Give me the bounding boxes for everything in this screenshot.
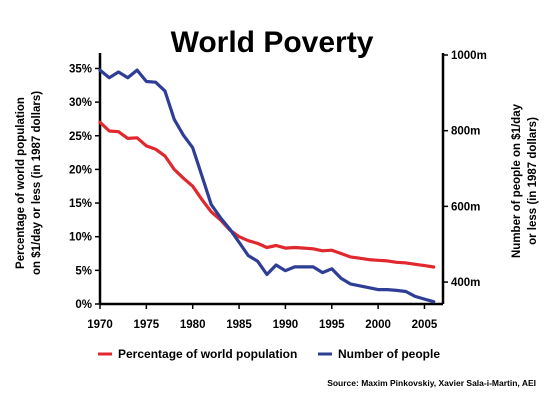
legend: Percentage of world population Number of… — [98, 347, 440, 361]
left-tick-label: 30% — [69, 97, 92, 109]
chart-title: World Poverty — [171, 26, 374, 59]
x-tick-label: 1980 — [180, 319, 206, 331]
right-axis-label: Number of people on $1/day or less (in 1… — [511, 103, 539, 258]
left-axis-ticks: 0% 5% 10% 15% 20% 25% 30% 35% — [69, 63, 100, 311]
left-axis-label-line2: on $1/day or less (in 1987 dollars) — [31, 91, 43, 275]
series-line-people — [98, 68, 436, 304]
left-axis-label-line1: Percentage of world population — [15, 97, 27, 269]
left-tick-label: 10% — [69, 232, 92, 244]
left-tick-label: 0% — [75, 299, 92, 311]
right-tick-label: 1000m — [451, 50, 487, 62]
right-tick-label: 600m — [451, 201, 480, 213]
x-tick-label: 1990 — [273, 319, 299, 331]
left-tick-label: 15% — [69, 198, 92, 210]
left-axis-label: Percentage of world population on $1/day… — [15, 91, 43, 275]
right-tick-label: 800m — [451, 126, 480, 138]
series-line-percentage — [98, 120, 436, 269]
x-axis-ticks: 1970 1975 1980 1985 1990 1995 2000 2005 — [87, 304, 438, 331]
x-tick-label: 1970 — [87, 319, 113, 331]
left-tick-label: 25% — [69, 131, 92, 143]
legend-label-people: Number of people — [338, 347, 440, 361]
x-tick-label: 1995 — [319, 319, 345, 331]
right-axis-label-line1: Number of people on $1/day — [511, 103, 523, 258]
x-tick-label: 1975 — [134, 319, 160, 331]
left-tick-label: 35% — [69, 63, 92, 75]
right-tick-label: 400m — [451, 277, 480, 289]
legend-label-percentage: Percentage of world population — [118, 347, 297, 361]
source-note: Source: Maxim Pinkovskiy, Xavier Sala-i-… — [327, 378, 536, 388]
right-axis-ticks: 400m 600m 800m 1000m — [443, 50, 487, 289]
axes — [98, 53, 445, 306]
x-tick-label: 2005 — [412, 319, 438, 331]
left-tick-label: 20% — [69, 164, 92, 176]
left-tick-label: 5% — [75, 265, 92, 277]
x-tick-label: 1985 — [226, 319, 252, 331]
x-tick-label: 2000 — [365, 319, 391, 331]
right-axis-label-line2: or less (in 1987 dollars) — [527, 117, 539, 245]
series-lines — [98, 68, 436, 304]
